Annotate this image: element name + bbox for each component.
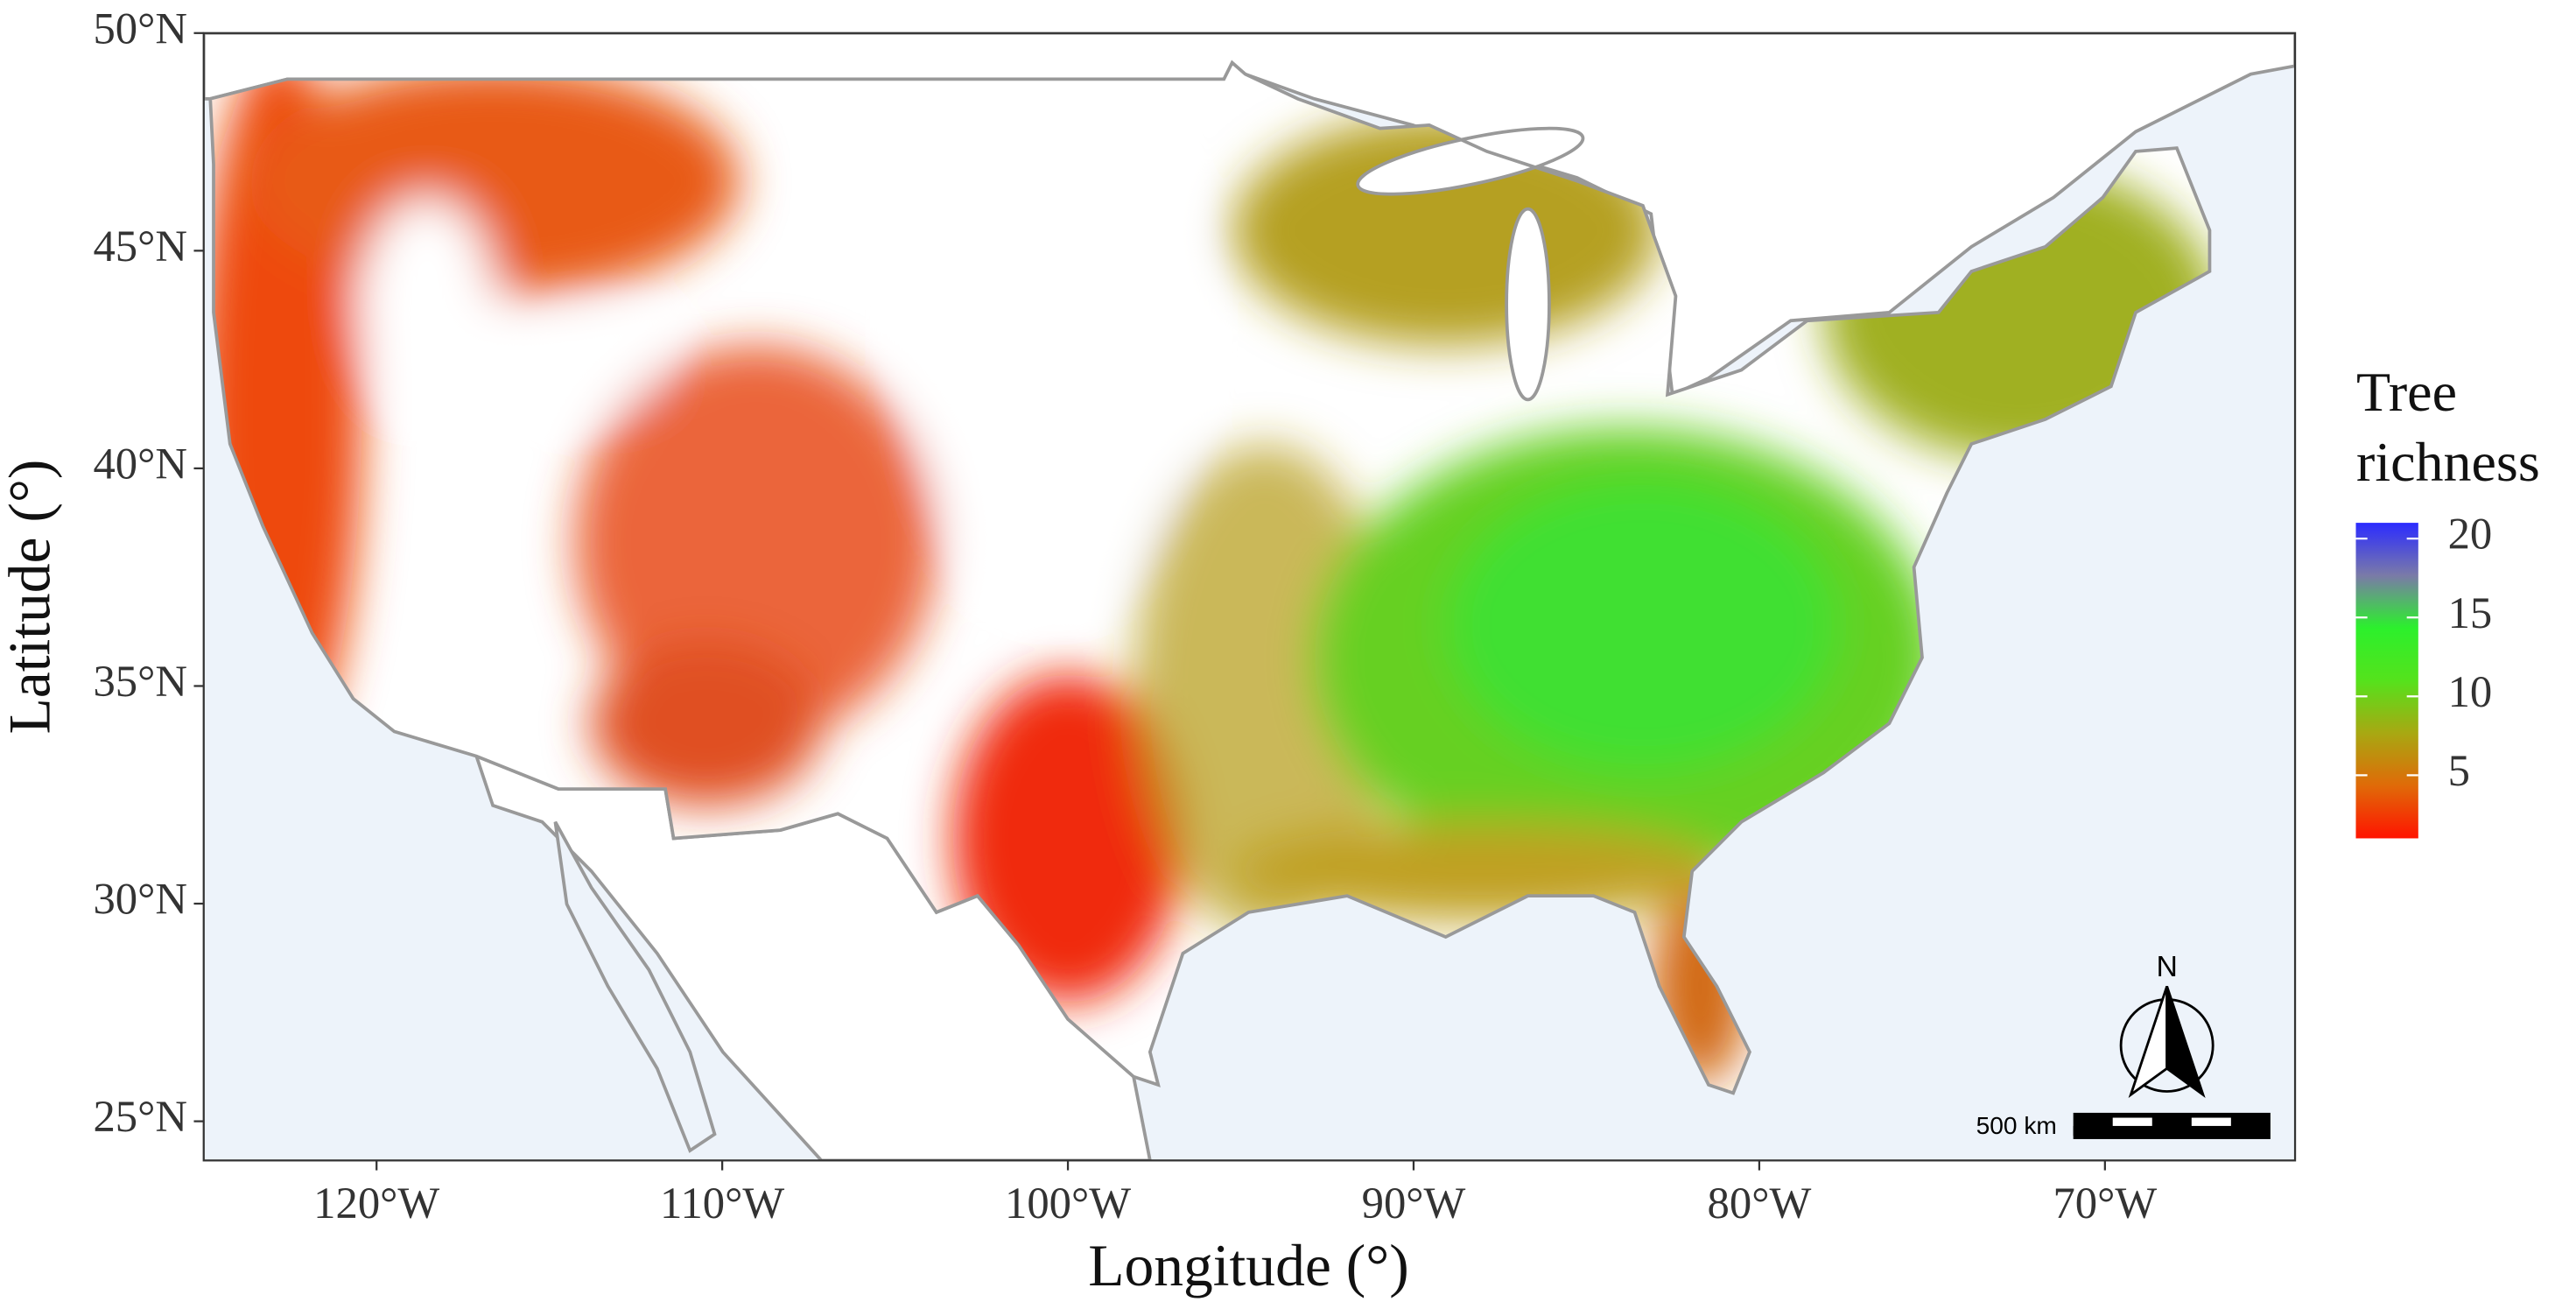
y-tick-label: 30°N bbox=[93, 875, 186, 924]
y-tick-label: 25°N bbox=[93, 1092, 186, 1141]
colorbar-title: Tree richness bbox=[2356, 361, 2540, 493]
map-panel bbox=[203, 32, 2296, 1161]
y-axis-title: Latitude (°) bbox=[0, 460, 62, 735]
scale-bar: 500 km bbox=[1976, 1112, 2271, 1139]
y-tick-label: 40°N bbox=[93, 440, 186, 489]
north-label: N bbox=[2156, 950, 2177, 983]
y-tick-label: 45°N bbox=[93, 222, 186, 271]
colorbar-tick-label: 15 bbox=[2448, 588, 2493, 637]
plot-frame bbox=[202, 32, 2297, 1162]
colorbar-ticks: 5 10 15 20 bbox=[2355, 510, 2492, 795]
north-arrow: N bbox=[2119, 950, 2215, 1098]
x-tick-label: 70°W bbox=[2053, 1179, 2157, 1228]
colorbar-tick-label: 5 bbox=[2448, 746, 2470, 795]
lake-superior bbox=[1356, 126, 1585, 196]
colorbar-tick-label: 20 bbox=[2448, 510, 2493, 559]
y-tick-label: 35°N bbox=[93, 657, 186, 706]
axes: 120°W 110°W 100°W 90°W 80°W 70°W 25°N 30°N 35°N 4… bbox=[93, 4, 2157, 1228]
gulf-of-california bbox=[553, 820, 717, 1153]
usa-outline bbox=[208, 60, 2212, 1095]
x-tick-label: 100°W bbox=[1005, 1179, 1131, 1228]
x-tick-label: 90°W bbox=[1362, 1179, 1466, 1228]
colorbar bbox=[2355, 523, 2418, 839]
lake-michigan bbox=[1505, 207, 1551, 402]
x-axis-title: Longitude (°) bbox=[1088, 1233, 1409, 1298]
x-tick-label: 110°W bbox=[660, 1179, 784, 1228]
x-tick-label: 120°W bbox=[313, 1179, 439, 1228]
x-tick-label: 80°W bbox=[1708, 1179, 1812, 1228]
scale-label: 500 km bbox=[1976, 1112, 2057, 1139]
colorbar-tick-label: 10 bbox=[2448, 667, 2493, 716]
y-tick-label: 50°N bbox=[93, 4, 186, 53]
